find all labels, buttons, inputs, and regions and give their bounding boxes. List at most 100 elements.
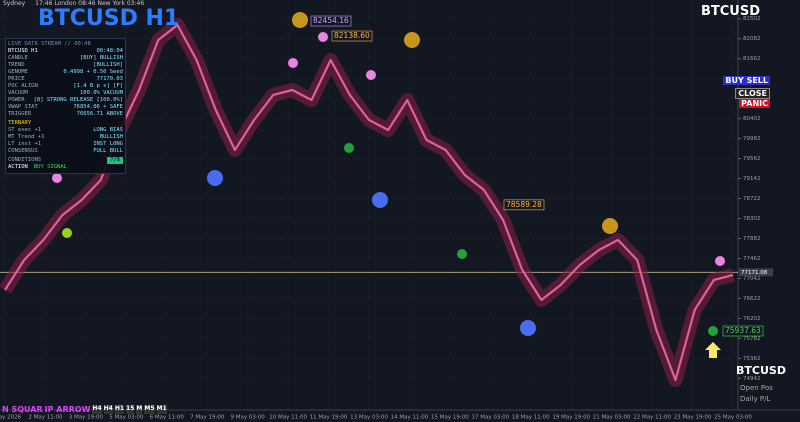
x-tick-label: 5 May 03:00: [109, 415, 144, 421]
panel-row: CANDLE [BUY] BULLISH: [8, 55, 123, 62]
y-tick-label: 77882: [743, 236, 761, 242]
y-tick-label: 76622: [743, 296, 761, 302]
panel-value: BULLISH: [99, 134, 123, 140]
panel-value: 76656.71 ABOVE: [76, 111, 123, 117]
annotation-box: [331, 30, 373, 42]
panel-row: CONSENSUS FULL BULL: [8, 148, 123, 155]
panel-row: GENOME 0.4998 + 0.50 Seed: [8, 69, 123, 76]
signal-dot: [602, 218, 618, 234]
signal-dot: [288, 58, 298, 68]
panel-key: MT Trend +1: [8, 134, 45, 140]
session-label: 08:46 New York: [78, 0, 125, 7]
x-tick-label: 25 May 03:00: [714, 415, 752, 421]
panel-key: VACUUM: [8, 90, 28, 96]
annotation-box: [310, 15, 352, 27]
x-tick-label: 2 May 11:00: [28, 415, 63, 421]
toolbar-item: H4: [92, 405, 102, 414]
panel-value: [8] STRONG RELEASE [100.0%]: [33, 97, 123, 103]
toolbar-item: M: [136, 405, 143, 414]
toolbar-item: M5: [144, 405, 155, 414]
signal-dot: [715, 256, 725, 266]
annotation-box: [503, 199, 545, 211]
panel-value: FULL BULL: [93, 148, 123, 154]
x-tick-label: 6 May 11:00: [150, 415, 185, 421]
signal-dot: [207, 170, 223, 186]
panel-value: [BUY] BULLISH: [79, 55, 123, 61]
panel-key: ACTION: [8, 164, 28, 170]
price-tag: [739, 268, 773, 277]
symbol-label: BTCUSD: [700, 4, 760, 19]
signal-dot: [372, 192, 388, 208]
signal-dot: [520, 320, 536, 336]
panel-key: CANDLE: [8, 55, 28, 61]
session-label: 17:46 London: [35, 0, 77, 7]
annotation-box: [722, 325, 764, 337]
y-tick-label: 77462: [743, 256, 761, 262]
session-bar: Sydney 17:46 London 08:46 New York 03:46: [3, 0, 144, 7]
signal-dot: [318, 32, 328, 42]
panel-clock: 00:48:04: [96, 48, 124, 54]
symbol-label: BTCUSD: [736, 364, 786, 377]
signal-dot: [404, 32, 420, 48]
x-tick-label: 14 May 11:00: [391, 415, 429, 421]
arrow-icon: [705, 342, 721, 358]
info-panel: LIVE DATA STREAM // 00:48 BTCUSD H1 00:48…: [5, 38, 126, 174]
x-tick-label: 9 May 03:00: [231, 415, 266, 421]
x-tick-label: 3 May 19:00: [69, 415, 104, 421]
panel-row: TREND [BULLISH]: [8, 62, 123, 69]
toolbar-item: IP ARROW: [44, 405, 91, 414]
y-tick-label: 79142: [743, 176, 761, 182]
y-tick-label: 82502: [743, 16, 761, 22]
panel-value: INST LONG: [93, 141, 123, 147]
panel-value: [1.4 B p s] [F]: [73, 83, 123, 89]
panel-value: 76854.06 + SAFE: [73, 104, 123, 110]
session-label: Sydney: [3, 0, 26, 7]
signal-dot: [52, 173, 62, 183]
session-label: 03:46: [126, 0, 145, 7]
x-tick-label: 18 May 11:00: [512, 415, 550, 421]
bottom-toolbar: N SQUAR IP ARROW H4 H4 H1 15 M M5 M1: [2, 405, 167, 414]
y-tick-label: 75362: [743, 356, 761, 362]
x-tick-label: 1 May 2026: [0, 415, 22, 421]
panel-value: 7/8: [107, 157, 123, 164]
panel-key: CONSENSUS: [8, 148, 38, 154]
y-tick-label: 77042: [743, 276, 761, 282]
signal-dot: [708, 326, 718, 336]
signal-dot: [62, 228, 72, 238]
y-tick-label: 78302: [743, 216, 761, 222]
x-tick-label: 17 May 03:00: [471, 415, 509, 421]
panel-key: LT inst +1: [8, 141, 42, 147]
x-tick-label: 7 May 19:00: [190, 415, 225, 421]
panel-key: TREND: [8, 62, 25, 68]
signal-dot: [344, 143, 354, 153]
panel-row: ST exec +1 LONG BIAS: [8, 127, 123, 134]
toolbar-item: M1: [156, 405, 167, 414]
buy-sell-button[interactable]: BUY SELL: [723, 76, 770, 85]
panel-key: GENOME: [8, 69, 28, 75]
toolbar-item: N SQUAR: [2, 405, 43, 414]
x-tick-label: 21 May 03:00: [593, 415, 631, 421]
y-tick-label: 79562: [743, 156, 761, 162]
panel-key: POWER: [8, 97, 25, 103]
panel-key: PRICE: [8, 76, 25, 82]
annotation: 75937.63: [725, 326, 761, 335]
panel-key: CONDITIONS: [8, 157, 42, 163]
panel-value: [BULLISH]: [93, 62, 123, 68]
panel-row: LT inst +1 INST LONG: [8, 141, 123, 148]
panel-key: POC ALIGN: [8, 83, 38, 89]
x-tick-label: 23 May 19:00: [674, 415, 712, 421]
price-tag-label: 77171.08: [741, 270, 768, 276]
info-label: Daily P/L: [740, 395, 771, 403]
y-tick-label: 81662: [743, 56, 761, 62]
panel-row: VACUUM 100.0% VACUUM: [8, 90, 123, 97]
x-tick-label: 19 May 19:00: [552, 415, 590, 421]
close-button[interactable]: CLOSE: [735, 88, 770, 99]
x-tick-label: 22 May 11:00: [633, 415, 671, 421]
y-tick-label: 74942: [743, 376, 761, 382]
panel-row: POWER [8] STRONG RELEASE [100.0%]: [8, 97, 123, 104]
x-tick-label: 11 May 19:00: [310, 415, 348, 421]
panic-button[interactable]: PANIC: [739, 99, 770, 108]
y-tick-label: 76202: [743, 316, 761, 322]
